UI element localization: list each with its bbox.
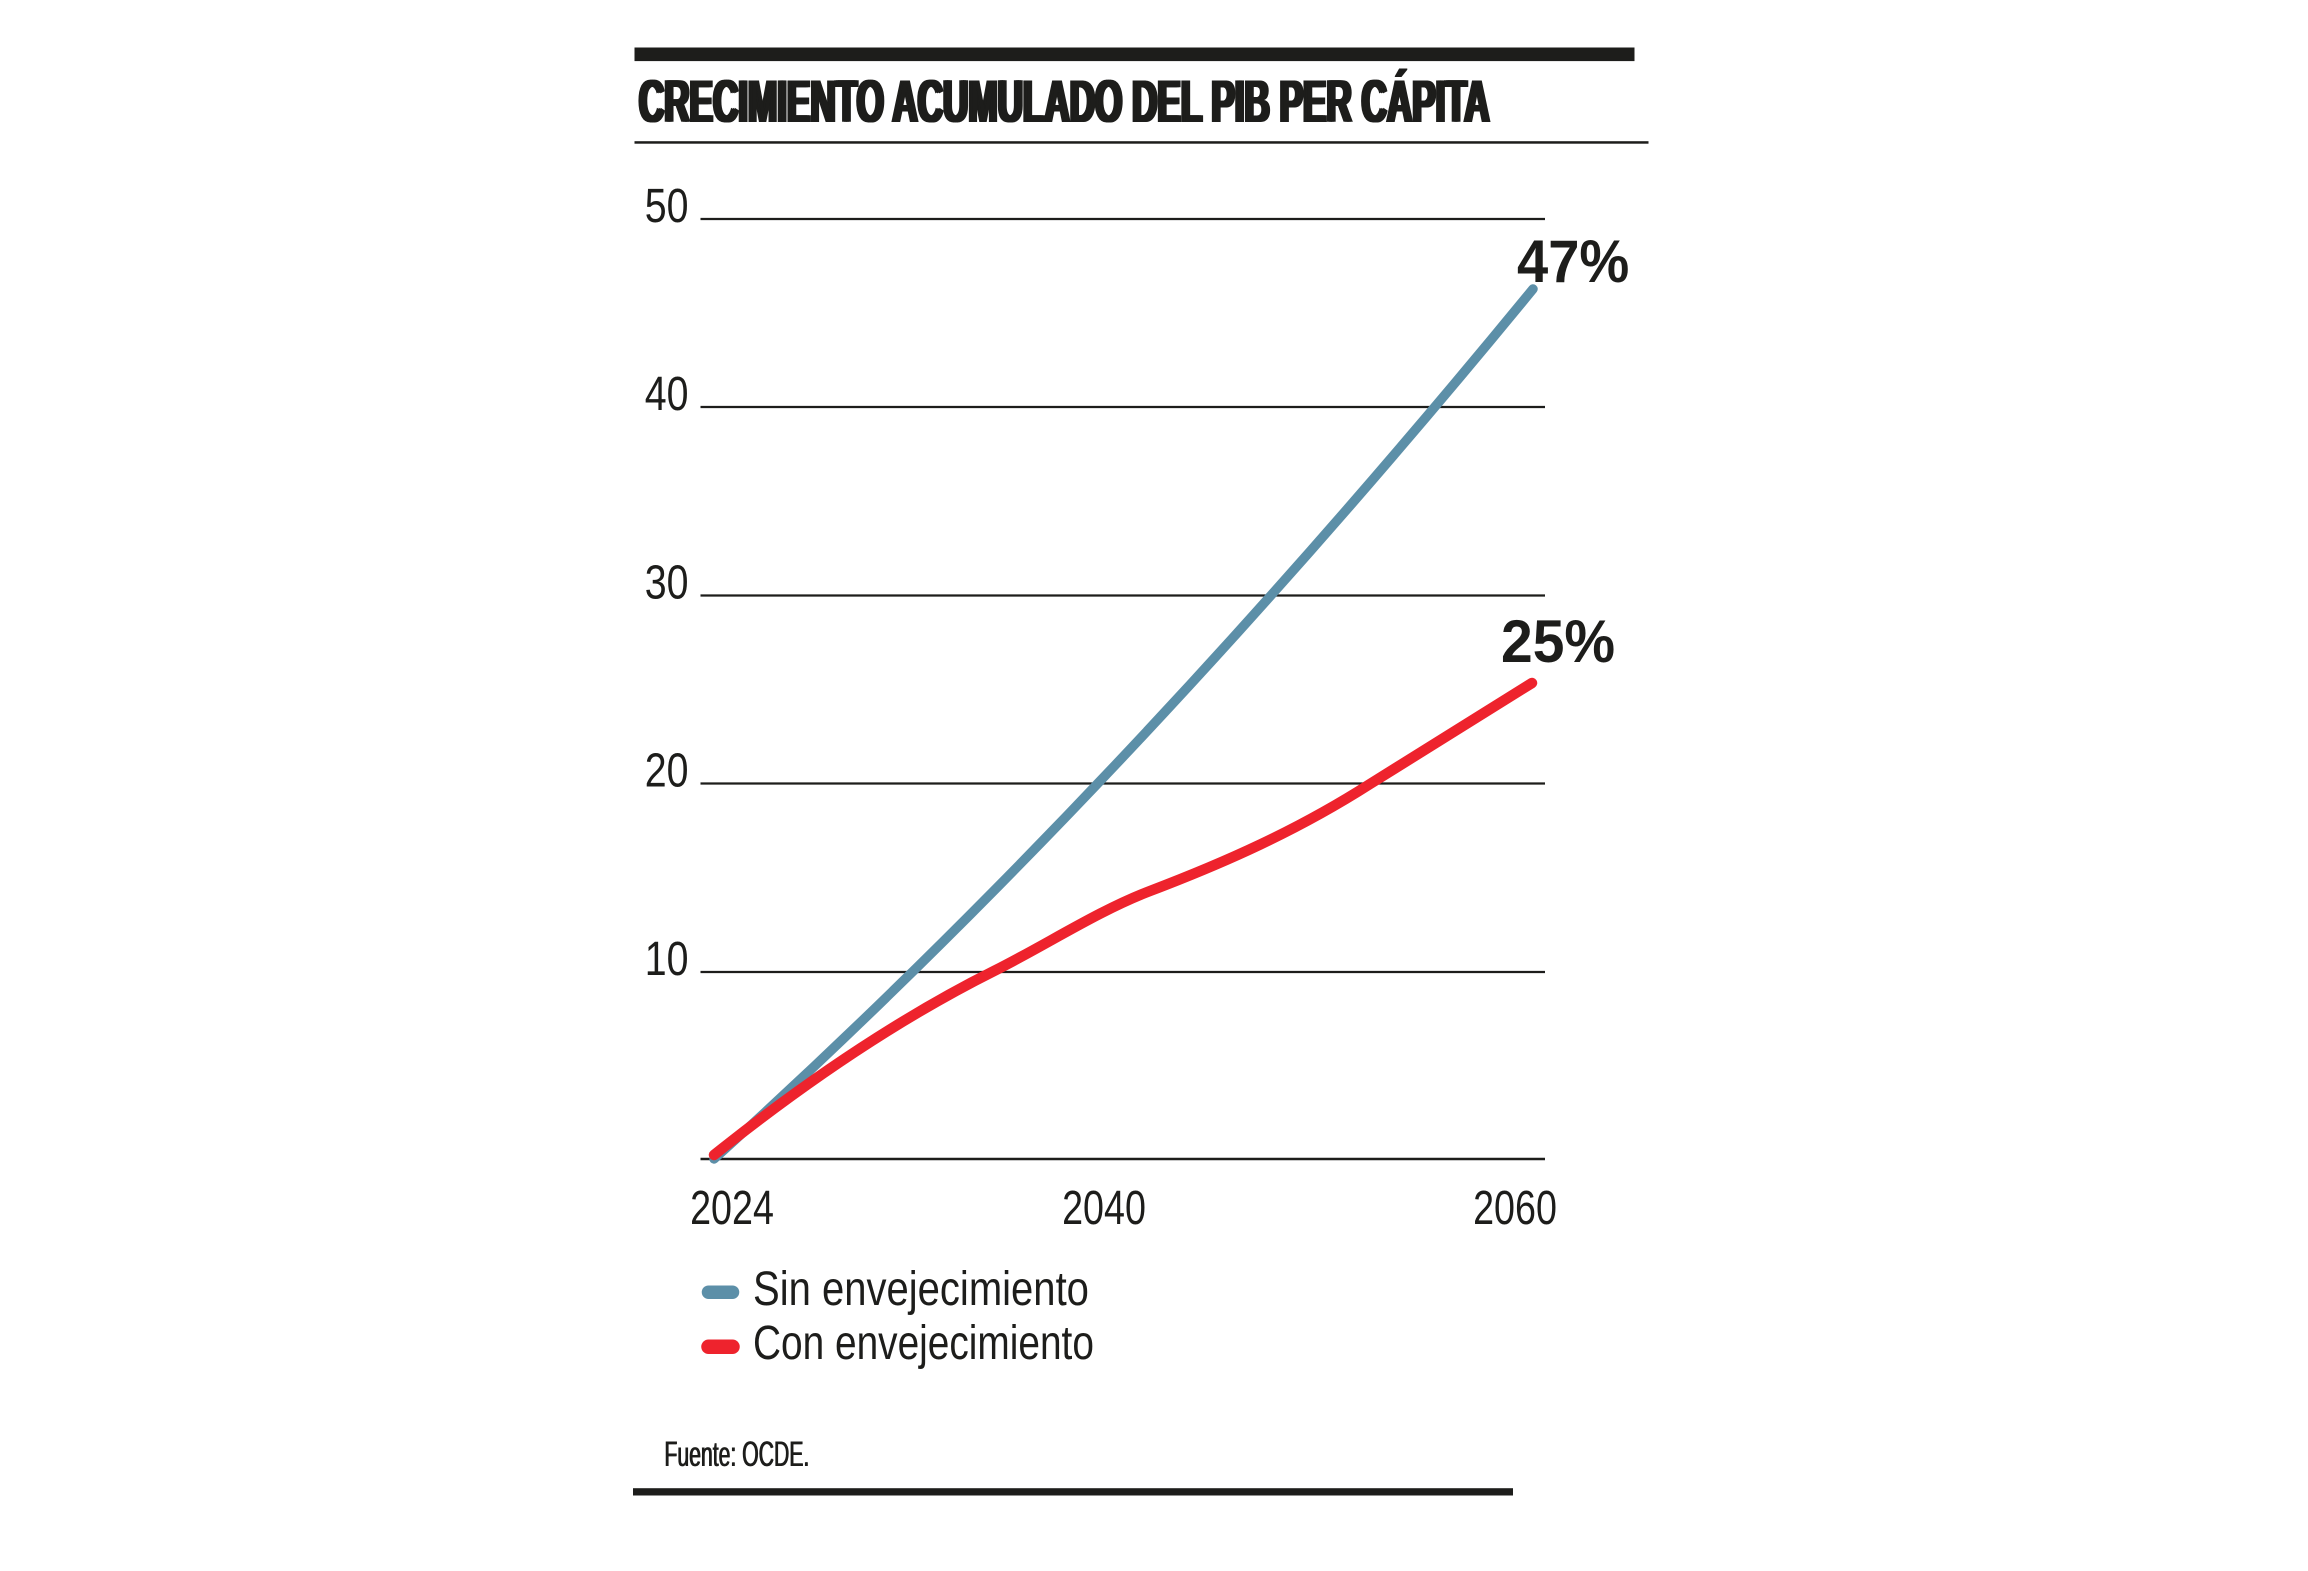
svg-text:Con envejecimiento: Con envejecimiento bbox=[753, 1316, 1094, 1370]
svg-text:30: 30 bbox=[645, 556, 689, 610]
svg-text:10: 10 bbox=[645, 932, 689, 986]
svg-text:2060: 2060 bbox=[1473, 1182, 1557, 1235]
svg-text:2040: 2040 bbox=[1062, 1182, 1146, 1235]
svg-text:2024: 2024 bbox=[690, 1182, 774, 1235]
svg-text:CRECIMIENTO ACUMULADO DEL PIB: CRECIMIENTO ACUMULADO DEL PIB PER CÁPITA bbox=[641, 67, 1492, 135]
svg-text:25%: 25% bbox=[1501, 609, 1615, 676]
svg-text:40: 40 bbox=[645, 367, 689, 421]
svg-text:47%: 47% bbox=[1517, 228, 1629, 295]
svg-text:Sin envejecimiento: Sin envejecimiento bbox=[753, 1263, 1089, 1316]
svg-text:Fuente: OCDE.: Fuente: OCDE. bbox=[665, 1436, 810, 1475]
svg-text:Fuente: OCDE.: Fuente: OCDE. bbox=[664, 1436, 809, 1475]
svg-text:20: 20 bbox=[645, 744, 689, 798]
svg-text:CRECIMIENTO ACUMULADO DEL PIB: CRECIMIENTO ACUMULADO DEL PIB PER CÁPITA bbox=[639, 67, 1490, 135]
svg-text:50: 50 bbox=[645, 179, 689, 233]
svg-text:CRECIMIENTO ACUMULADO DEL PIB: CRECIMIENTO ACUMULADO DEL PIB PER CÁPITA bbox=[637, 67, 1488, 135]
